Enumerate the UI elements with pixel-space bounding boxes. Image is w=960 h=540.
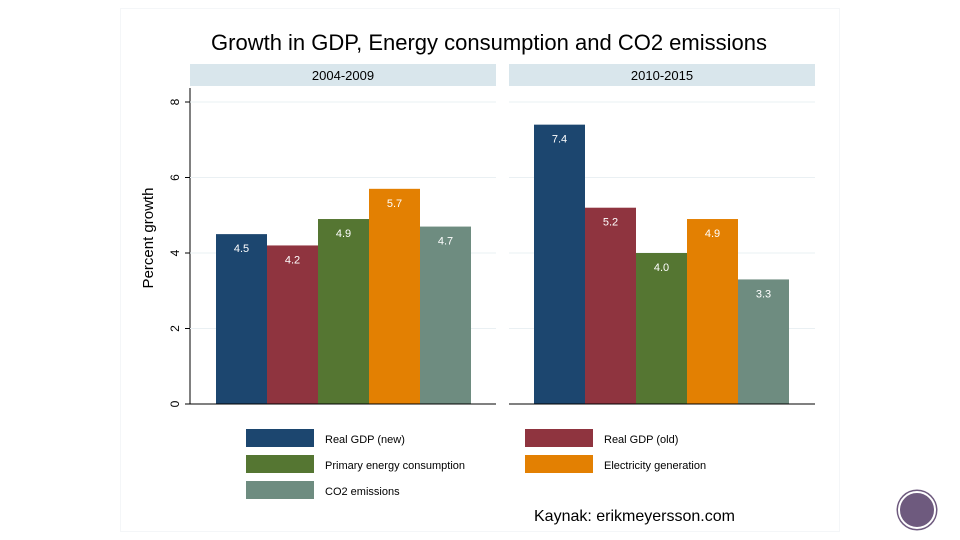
panel-label: 2010-2015 <box>631 68 693 83</box>
bar <box>534 124 585 405</box>
bar <box>318 219 369 404</box>
bar-value-label: 4.9 <box>705 228 720 240</box>
y-tick-label: 0 <box>168 400 182 407</box>
bar <box>738 279 789 404</box>
bar-value-label: 5.2 <box>603 217 618 229</box>
bar <box>216 234 267 404</box>
legend-swatch <box>525 455 593 473</box>
legend-label: CO2 emissions <box>325 486 400 498</box>
chart-title: Growth in GDP, Energy consumption and CO… <box>211 30 767 55</box>
bar <box>369 188 420 404</box>
panel-strip <box>509 64 815 86</box>
y-tick-label: 6 <box>168 174 182 181</box>
legend-swatch <box>246 429 314 447</box>
legend-swatch <box>525 429 593 447</box>
bar <box>420 226 471 404</box>
bar-value-label: 4.7 <box>438 236 453 248</box>
bar <box>585 207 636 404</box>
legend-swatch <box>246 455 314 473</box>
legend-label: Real GDP (old) <box>604 434 678 446</box>
bar <box>267 245 318 404</box>
legend-label: Real GDP (new) <box>325 434 405 446</box>
panel-strip <box>190 64 496 86</box>
legend-label: Primary energy consumption <box>325 460 465 472</box>
source-caption: Kaynak: erikmeyersson.com <box>534 508 735 525</box>
y-tick-label: 2 <box>168 325 182 332</box>
y-axis-label: Percent growth <box>140 188 157 289</box>
bar <box>636 253 687 404</box>
bar-value-label: 4.0 <box>654 262 669 274</box>
panel-label: 2004-2009 <box>312 68 374 83</box>
bar-value-label: 5.7 <box>387 198 402 210</box>
bar-value-label: 4.9 <box>336 228 351 240</box>
legend-label: Electricity generation <box>604 460 706 472</box>
bar <box>687 219 738 404</box>
slide-indicator-icon[interactable] <box>898 491 936 529</box>
legend-swatch <box>246 481 314 499</box>
bar-value-label: 4.2 <box>285 254 300 266</box>
y-tick-label: 8 <box>168 98 182 105</box>
y-tick-label: 4 <box>168 249 182 256</box>
bar-value-label: 3.3 <box>756 288 771 300</box>
bar-value-label: 4.5 <box>234 243 249 255</box>
bar-value-label: 7.4 <box>552 134 567 146</box>
